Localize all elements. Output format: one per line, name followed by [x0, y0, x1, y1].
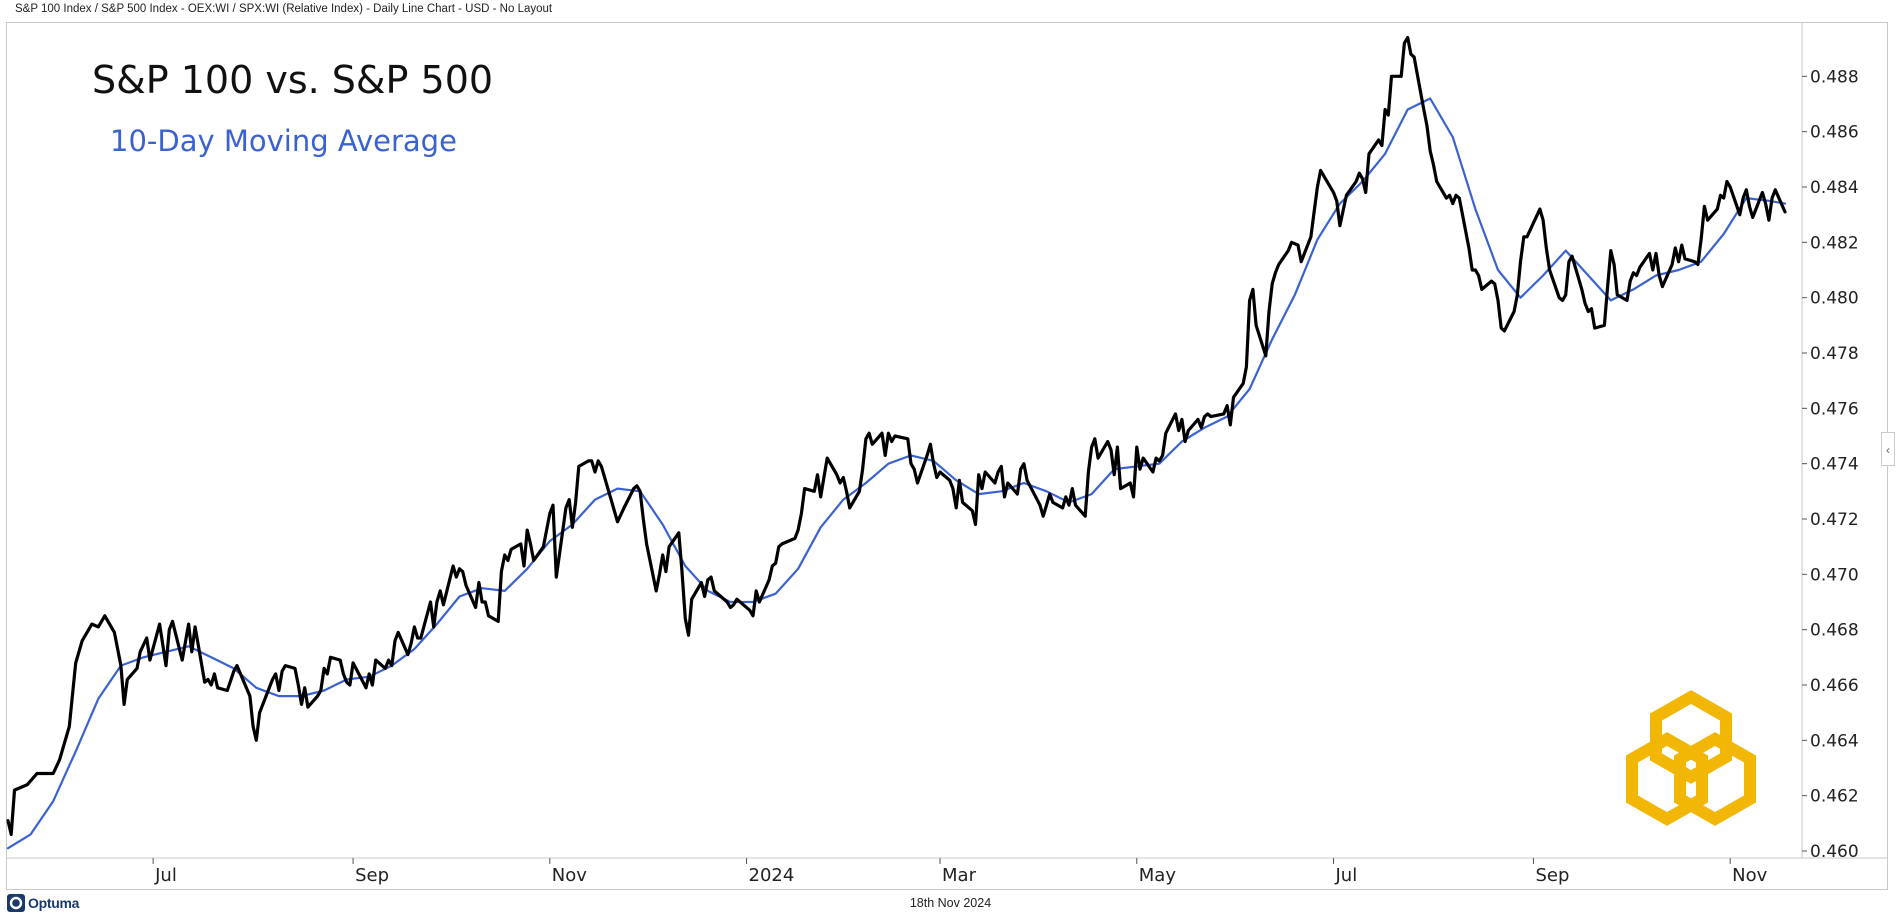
x-tick-label: Sep — [355, 865, 389, 886]
x-tick-label: Nov — [1732, 865, 1767, 886]
y-tick-label: 0.464 — [1810, 731, 1859, 751]
x-tick-label: Nov — [552, 865, 587, 886]
y-tick-label: 0.462 — [1810, 787, 1859, 807]
x-tick-label: Jul — [154, 865, 177, 886]
y-tick-label: 0.460 — [1810, 842, 1859, 862]
series-line-ratio — [6, 35, 1787, 837]
footer-date: 18th Nov 2024 — [909, 896, 992, 910]
y-tick-label: 0.476 — [1810, 399, 1859, 419]
plot-area: 0.460 0.462 0.464 0.466 0.468 0.470 0.472 0.474… — [6, 22, 1888, 886]
y-tick-label: 0.470 — [1810, 565, 1859, 585]
chart-title: S&P 100 vs. S&P 500 — [92, 58, 493, 102]
x-tick-label: May — [1139, 865, 1177, 886]
optuma-logo-text: Optuma — [28, 895, 80, 911]
y-tick-label: 0.472 — [1810, 510, 1859, 530]
series-group — [6, 35, 1787, 850]
x-axis-ticks: Jul Sep Nov 2024 Mar May Jul Sep Nov — [152, 858, 1768, 886]
series-line-moving-average — [6, 97, 1787, 850]
chart-subtitle: 10-Day Moving Average — [110, 124, 457, 158]
y-tick-label: 0.474 — [1810, 455, 1859, 475]
y-tick-label: 0.488 — [1810, 67, 1859, 87]
y-tick-label: 0.480 — [1810, 289, 1859, 309]
chart-header: S&P 100 Index / S&P 500 Index - OEX:WI /… — [15, 3, 553, 15]
x-tick-label: 2024 — [749, 865, 795, 886]
y-tick-label: 0.468 — [1810, 621, 1859, 641]
y-tick-label: 0.482 — [1810, 233, 1859, 253]
optuma-logo-icon — [7, 894, 25, 912]
y-axis-ticks: 0.460 0.462 0.464 0.466 0.468 0.470 0.472 0.474… — [1802, 67, 1859, 862]
chevron-left-icon[interactable]: ‹ — [1881, 432, 1895, 466]
optuma-logo: Optuma — [6, 893, 79, 913]
y-tick-label: 0.486 — [1810, 123, 1859, 143]
hexagon-knot-icon — [1626, 690, 1756, 826]
y-tick-label: 0.484 — [1810, 178, 1859, 198]
y-tick-label: 0.466 — [1810, 676, 1859, 696]
x-tick-label: Mar — [942, 865, 977, 886]
y-tick-label: 0.478 — [1810, 344, 1859, 364]
x-tick-label: Sep — [1535, 865, 1569, 886]
x-tick-label: Jul — [1334, 865, 1357, 886]
